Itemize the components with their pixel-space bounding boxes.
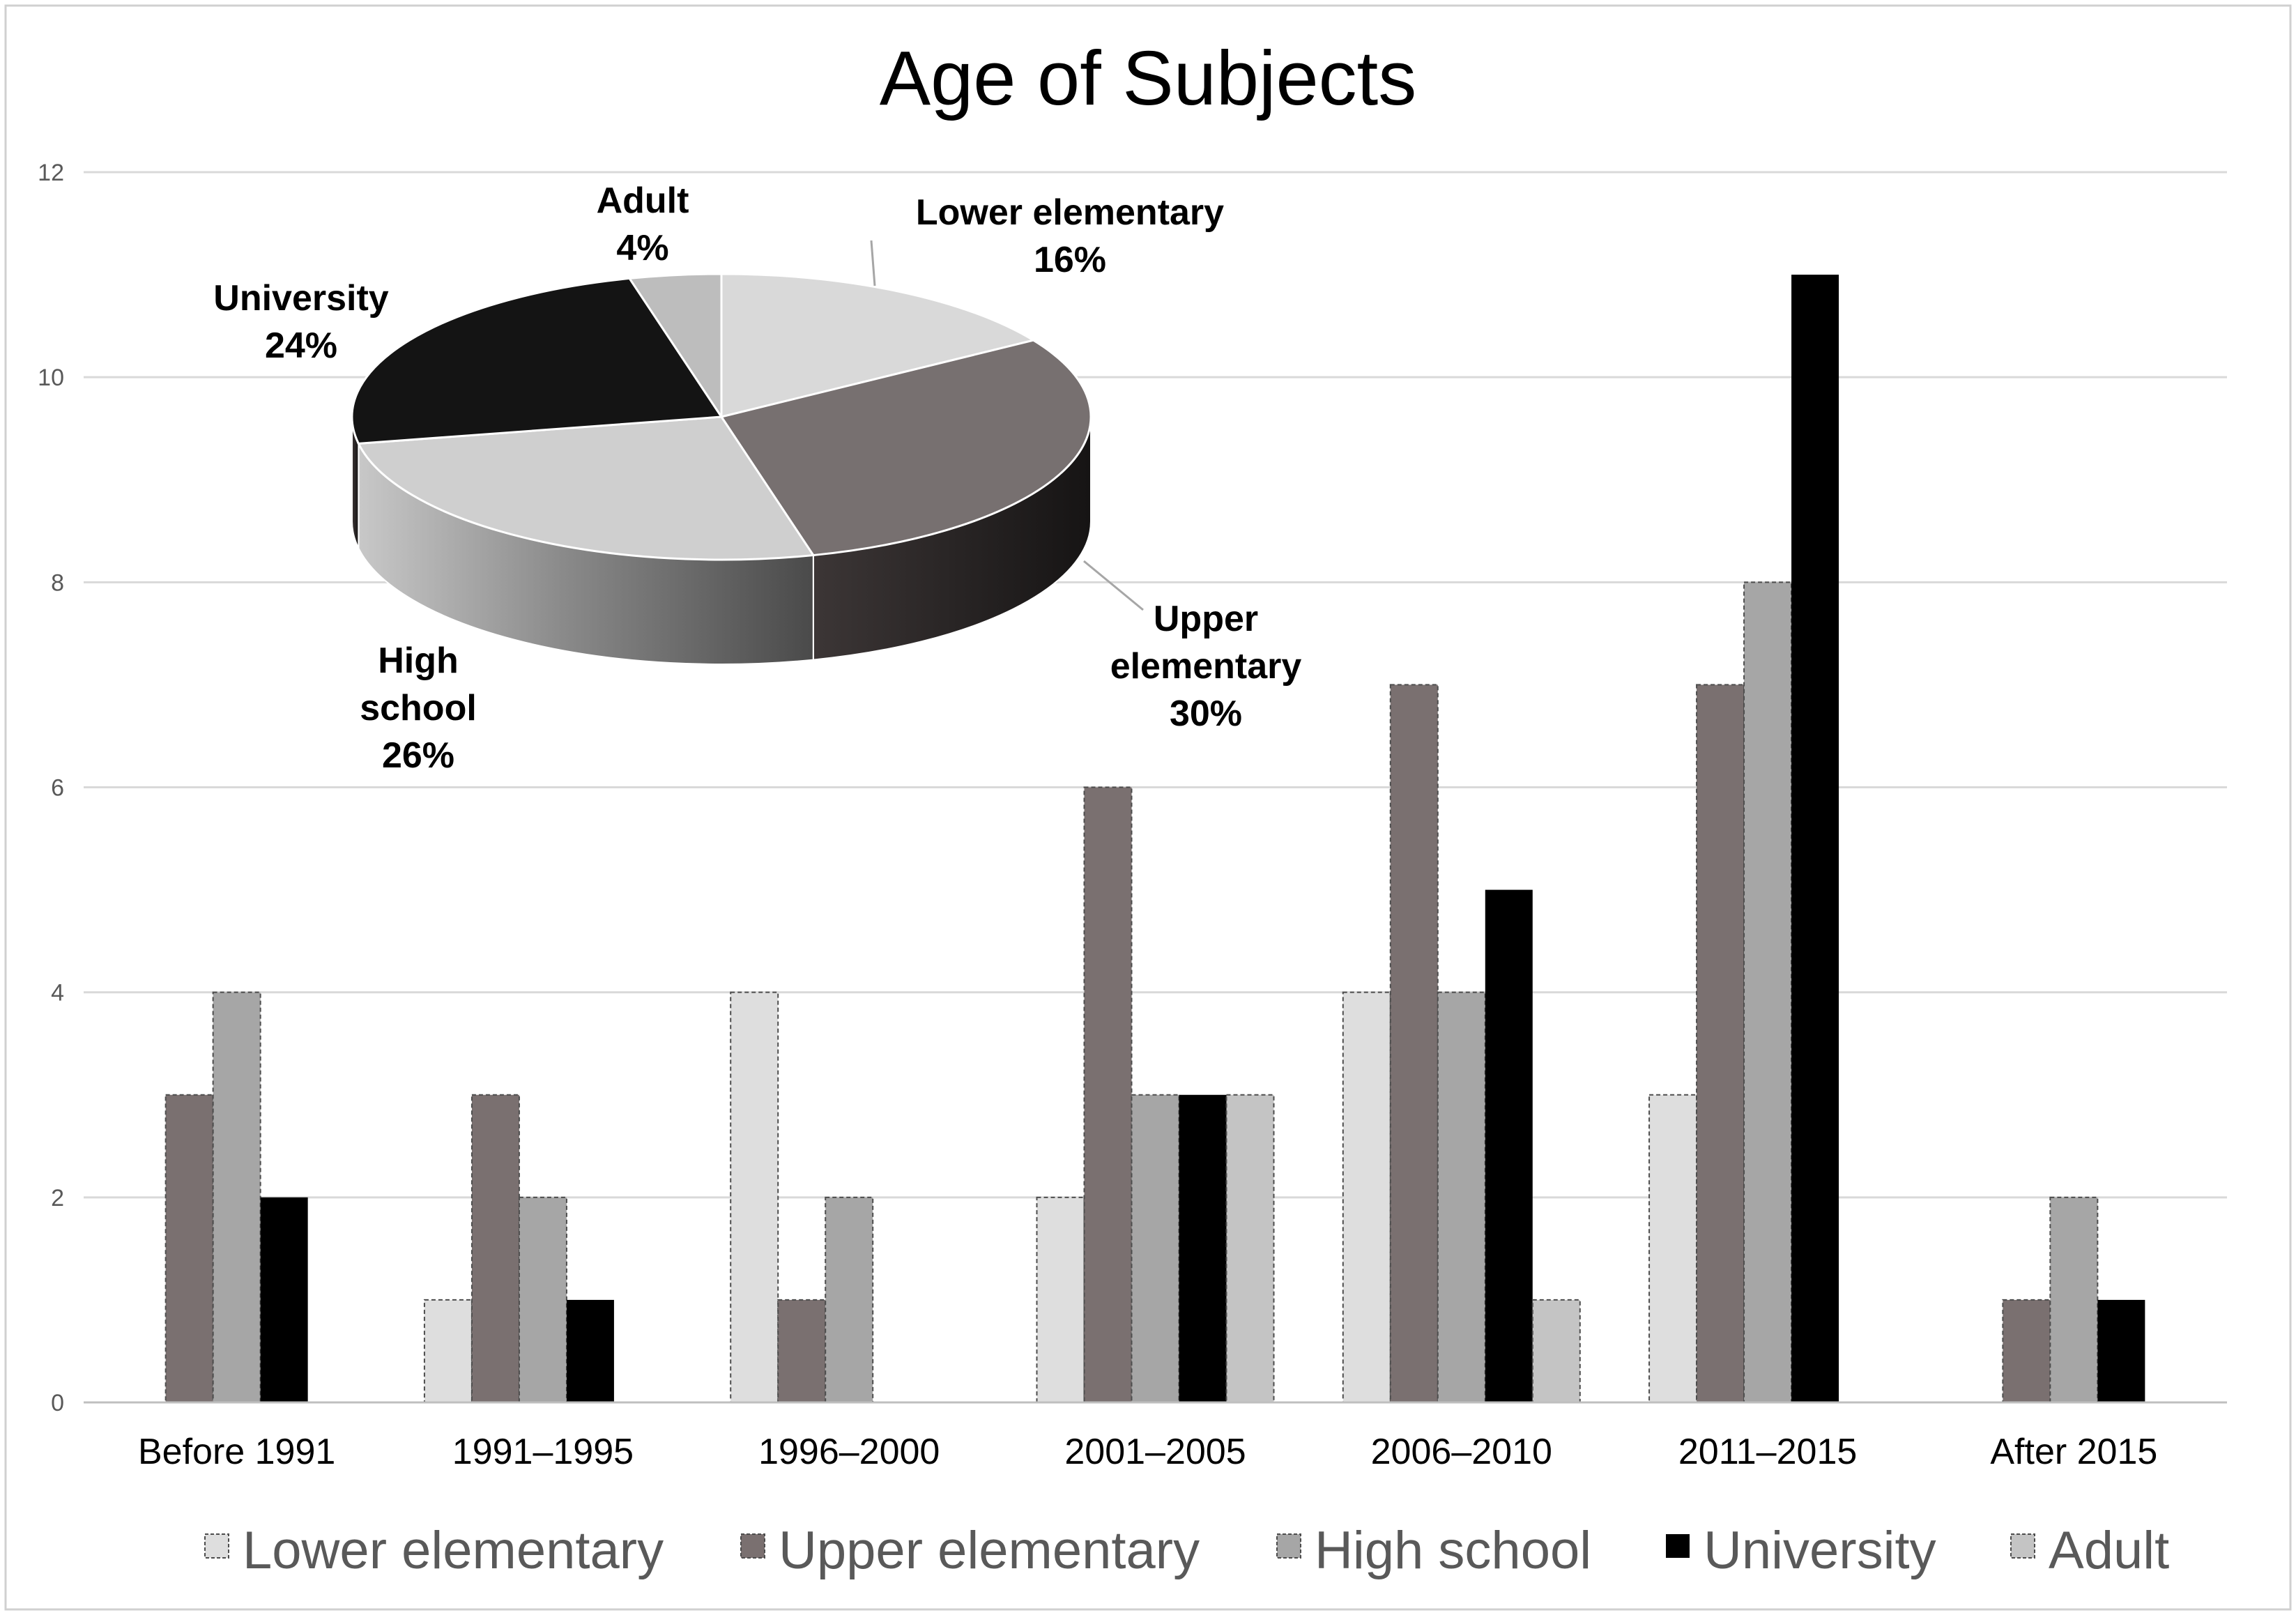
bar-lower-elementary xyxy=(1648,1094,1698,1403)
pie-leader-line xyxy=(1083,560,1144,611)
y-tick-label: 8 xyxy=(51,569,64,596)
pie-label-value: 4% xyxy=(616,228,668,268)
pie-label-name: Upper elementary xyxy=(1110,599,1302,687)
pie-label-name: Adult xyxy=(597,181,689,221)
bar-university xyxy=(1791,275,1839,1402)
x-tick-label: 2011–2015 xyxy=(1678,1432,1857,1472)
bar-university xyxy=(566,1299,614,1402)
pie-label-value: 24% xyxy=(265,326,337,366)
bar-upper-elementary xyxy=(1696,684,1745,1404)
pie-slice-university xyxy=(351,277,724,445)
bar-university xyxy=(1485,889,1533,1402)
bar-upper-elementary xyxy=(470,1094,520,1403)
legend-entry: Upper elementary xyxy=(740,1521,1200,1580)
bar-lower-elementary xyxy=(1036,1196,1085,1404)
bar-upper-elementary xyxy=(777,1299,827,1403)
legend-swatch xyxy=(740,1533,765,1559)
x-tick-label: Before 1991 xyxy=(138,1432,335,1472)
legend-entry: High school xyxy=(1276,1521,1591,1580)
bar-adult xyxy=(1531,1299,1581,1403)
bar-university xyxy=(260,1197,308,1402)
chart-title: Age of Subjects xyxy=(880,36,1416,121)
pie-label-name: University xyxy=(213,278,389,319)
pie-label-value: 30% xyxy=(1170,694,1242,734)
legend-entry: Lower elementary xyxy=(204,1521,664,1580)
bar-high-school xyxy=(1743,581,1793,1403)
bar-high-school xyxy=(2049,1196,2099,1404)
bar-high-school xyxy=(518,1196,567,1404)
legend-label: Adult xyxy=(2049,1521,2169,1580)
bar-upper-elementary xyxy=(2002,1299,2051,1403)
pie-label: University 24% xyxy=(213,278,389,366)
pie-label-name: Lower elementary xyxy=(916,192,1224,233)
pie-label-value: 16% xyxy=(1034,240,1106,280)
pie-label: Adult 4% xyxy=(597,181,689,268)
legend-entry: Adult xyxy=(2010,1521,2169,1580)
legend-label: Lower elementary xyxy=(243,1521,664,1580)
pie-slice-lower-elementary xyxy=(720,273,1036,418)
bar-high-school xyxy=(1131,1094,1180,1403)
bar-university xyxy=(1179,1094,1227,1402)
bar-university xyxy=(2097,1299,2145,1402)
bar-high-school xyxy=(212,991,261,1403)
x-tick-label: 2001–2005 xyxy=(1064,1432,1246,1472)
pie-label-name: High school xyxy=(360,641,477,728)
y-tick-label: 10 xyxy=(38,365,64,391)
bar-lower-elementary xyxy=(423,1299,473,1403)
pie-slice-adult xyxy=(627,273,723,420)
bar-adult xyxy=(1225,1094,1275,1403)
bar-upper-elementary xyxy=(1083,786,1133,1403)
y-tick-label: 2 xyxy=(51,1185,64,1211)
legend-entry: University xyxy=(1666,1521,1936,1580)
pie-slice-upper-elementary xyxy=(719,339,1092,557)
bar-high-school xyxy=(825,1196,874,1404)
y-tick-label: 12 xyxy=(38,160,64,186)
pie-label: Lower elementary 16% xyxy=(870,192,1224,286)
x-tick-label: 1996–2000 xyxy=(758,1432,940,1472)
pie-leader-line xyxy=(870,240,876,286)
legend-swatch xyxy=(2010,1533,2035,1559)
bar-lower-elementary xyxy=(1342,991,1391,1403)
x-tick-label: After 2015 xyxy=(1990,1432,2157,1472)
y-tick-label: 0 xyxy=(51,1390,64,1416)
legend-swatch xyxy=(1276,1533,1301,1559)
pie-label-value: 26% xyxy=(382,735,454,776)
legend-swatch xyxy=(1666,1534,1690,1558)
y-tick-label: 6 xyxy=(51,775,64,802)
legend-label: High school xyxy=(1315,1521,1591,1580)
legend-label: Upper elementary xyxy=(779,1521,1200,1580)
bar-high-school xyxy=(1437,991,1486,1403)
pie-label: High school 26% xyxy=(360,641,477,776)
x-tick-label: 1991–1995 xyxy=(452,1432,634,1472)
pie-slice-high-school xyxy=(357,415,816,561)
x-tick-label: 2006–2010 xyxy=(1371,1432,1552,1472)
legend-swatch xyxy=(204,1533,229,1559)
bar-upper-elementary xyxy=(1389,684,1439,1404)
bar-upper-elementary xyxy=(164,1094,214,1403)
legend-label: University xyxy=(1704,1521,1936,1580)
bar-lower-elementary xyxy=(730,991,779,1403)
y-tick-label: 4 xyxy=(51,980,64,1006)
pie-label: Upper elementary 30% xyxy=(1083,560,1302,734)
